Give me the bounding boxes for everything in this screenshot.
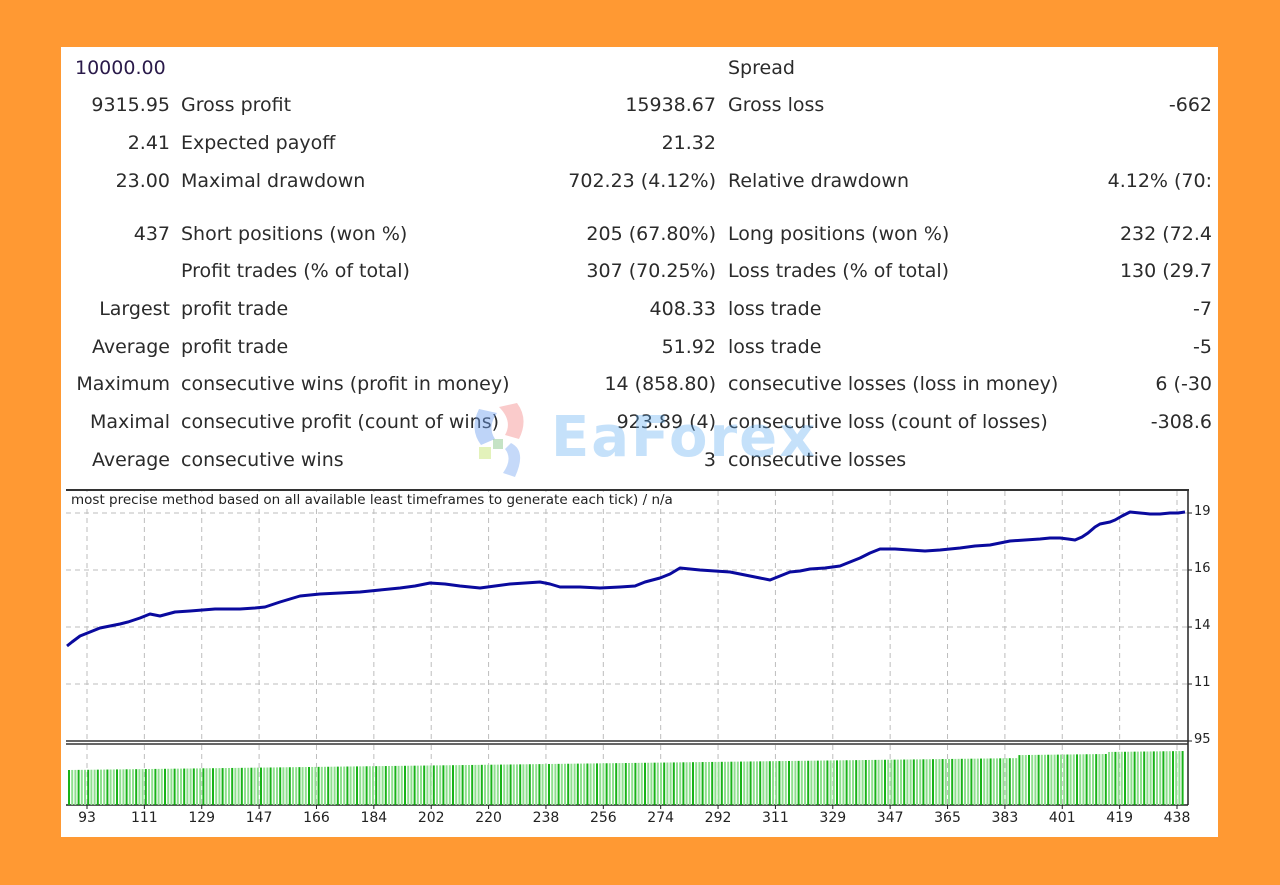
stat-value: 3 xyxy=(703,449,716,471)
x-axis-label: 274 xyxy=(647,810,675,826)
stat-prefix: 2.41 xyxy=(127,132,170,154)
x-axis-label: 93 xyxy=(78,810,96,826)
stat-prefix: 437 xyxy=(133,223,170,245)
x-axis-label: 311 xyxy=(762,810,789,826)
x-axis-label: 383 xyxy=(991,810,1019,826)
stat-prefix: Maximum xyxy=(76,373,170,395)
chart-plot xyxy=(66,491,1192,809)
stat-label: Short positions (won %) xyxy=(181,223,408,245)
stats-row: 2.41 Expected payoff 21.32 xyxy=(61,132,1218,162)
stat-value-right: 6 (-30 xyxy=(1155,373,1212,395)
stat-label: Profit trades (% of total) xyxy=(181,260,410,282)
stat-label: profit trade xyxy=(181,298,289,320)
stats-row: Maximum consecutive wins (profit in money… xyxy=(61,373,1218,403)
stat-label-right: Long positions (won %) xyxy=(728,223,950,245)
x-axis-label: 129 xyxy=(188,810,216,826)
stats-row: Profit trades (% of total) 307 (70.25%) Lo… xyxy=(61,260,1218,290)
stat-value: 21.32 xyxy=(661,132,716,154)
stat-label-right: loss trade xyxy=(728,336,822,358)
stats-row: 23.00 Maximal drawdown 702.23 (4.12%) Relat… xyxy=(61,170,1218,200)
x-axis-label: 401 xyxy=(1048,810,1076,826)
stat-value: 51.92 xyxy=(661,336,716,358)
x-axis-label: 365 xyxy=(934,810,961,826)
x-axis-label: 238 xyxy=(532,810,560,826)
stat-value-right: 4.12% (70: xyxy=(1107,170,1212,192)
stat-value-right: -308.6 xyxy=(1150,411,1212,433)
stat-label-right: Relative drawdown xyxy=(728,170,909,192)
stat-prefix: 9315.95 xyxy=(91,94,170,116)
stat-value: 702.23 (4.12%) xyxy=(568,170,716,192)
stat-prefix: Maximal xyxy=(90,411,170,433)
stat-value: 307 (70.25%) xyxy=(586,260,716,282)
x-axis-label: 292 xyxy=(704,810,732,826)
stats-row: 10000.00 Spread xyxy=(61,57,1218,87)
stat-label-right: consecutive loss (count of losses) xyxy=(728,411,1048,433)
x-axis-label: 329 xyxy=(819,810,847,826)
stat-value: 15938.67 xyxy=(625,94,716,116)
stat-prefix: Average xyxy=(91,336,170,358)
x-axis-label: 256 xyxy=(589,810,617,826)
chart-top-border xyxy=(66,489,1189,491)
y-axis-label: 16 xyxy=(1194,561,1211,576)
y-axis-label: 95 xyxy=(1194,732,1211,747)
stat-label: consecutive profit (count of wins) xyxy=(181,411,500,433)
stats-row: Average profit trade 51.92 loss trade -5 xyxy=(61,336,1218,366)
x-axis-label: 202 xyxy=(417,810,445,826)
stat-label: Maximal drawdown xyxy=(181,170,366,192)
stat-value: 923.89 (4) xyxy=(616,411,716,433)
stat-label-right: Loss trades (% of total) xyxy=(728,260,950,282)
stats-row: 437 Short positions (won %) 205 (67.80%) Lo… xyxy=(61,223,1218,253)
stat-label-right: consecutive losses xyxy=(728,449,907,471)
stat-prefix: Largest xyxy=(99,298,170,320)
stat-prefix: 23.00 xyxy=(115,170,170,192)
x-axis-label: 147 xyxy=(245,810,273,826)
y-axis-label: 19 xyxy=(1194,504,1211,519)
chart-title: most precise method based on all availab… xyxy=(71,492,677,508)
stats-row: 9315.95 Gross profit 15938.67 Gross loss -66… xyxy=(61,94,1218,124)
stat-label: Gross profit xyxy=(181,94,292,116)
stat-value-right: 232 (72.4 xyxy=(1119,223,1212,245)
stat-label: consecutive wins (profit in money) xyxy=(181,373,510,395)
stat-value-right: -5 xyxy=(1193,336,1212,358)
x-axis-label: 419 xyxy=(1106,810,1133,826)
stats-row: Largest profit trade 408.33 loss trade -7 xyxy=(61,298,1218,328)
x-axis-label: 111 xyxy=(130,810,158,826)
stat-label: Expected payoff xyxy=(181,132,336,154)
x-axis-label: 184 xyxy=(360,810,388,826)
x-axis-label: 347 xyxy=(876,810,904,826)
stat-label: consecutive wins xyxy=(181,449,344,471)
x-axis-label: 438 xyxy=(1163,810,1191,826)
stat-label: profit trade xyxy=(181,336,289,358)
balance-chart: most precise method based on all availab… xyxy=(61,477,1218,837)
x-axis-label: 220 xyxy=(475,810,502,826)
stat-prefix: Average xyxy=(91,449,170,471)
tester-report-panel: 10000.00 Spread 9315.95 Gross profit 15938.6… xyxy=(61,47,1218,837)
stat-value-right: -7 xyxy=(1193,298,1212,320)
y-axis-label: 11 xyxy=(1194,675,1211,690)
x-axis-label: 166 xyxy=(303,810,330,826)
stat-value-right: -662 xyxy=(1168,94,1212,116)
stat-label-right: Gross loss xyxy=(728,94,825,116)
stat-label-right: Spread xyxy=(728,57,795,79)
stat-prefix: 10000.00 xyxy=(75,57,166,79)
y-axis-label: 14 xyxy=(1194,618,1211,633)
stat-label-right: loss trade xyxy=(728,298,822,320)
stats-row: Maximal consecutive profit (count of wins… xyxy=(61,411,1218,441)
stats-table: 10000.00 Spread 9315.95 Gross profit 15938.6… xyxy=(61,47,1218,477)
stat-value: 408.33 xyxy=(649,298,716,320)
stat-value-right: 130 (29.7 xyxy=(1119,260,1212,282)
stat-value: 14 (858.80) xyxy=(604,373,716,395)
stat-value: 205 (67.80%) xyxy=(586,223,716,245)
stats-row: Average consecutive wins 3 consecutive loss… xyxy=(61,449,1218,479)
stat-label-right: consecutive losses (loss in money) xyxy=(728,373,1059,395)
